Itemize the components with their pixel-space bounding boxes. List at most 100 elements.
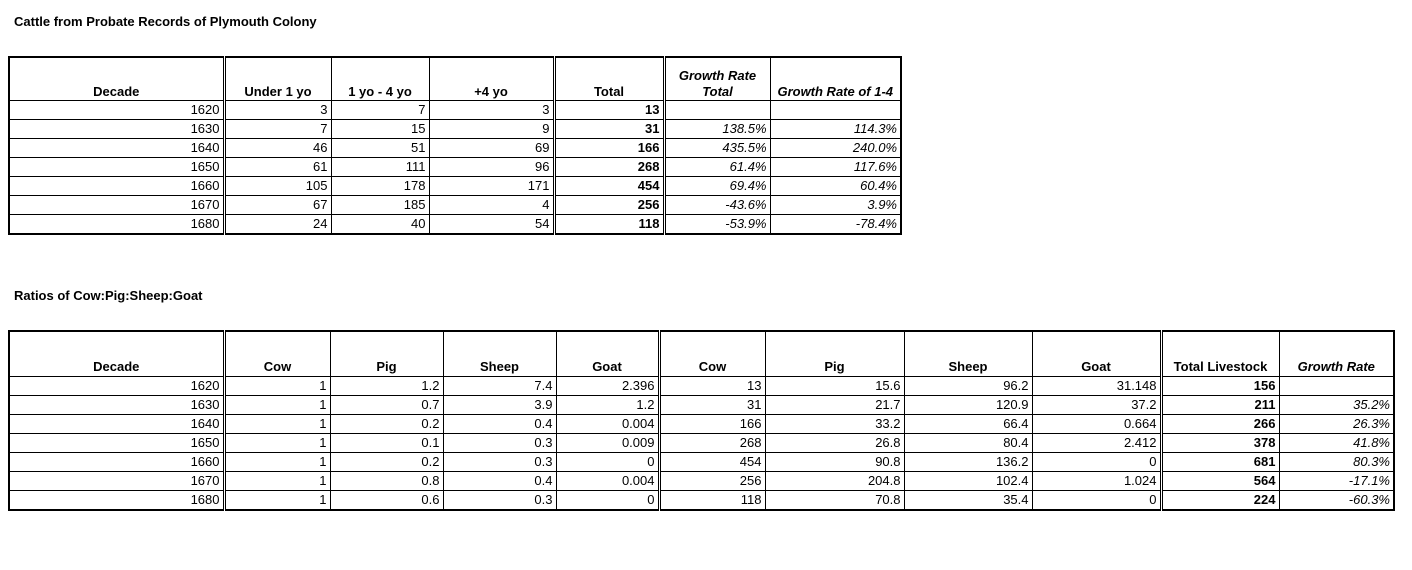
table-cell: 26.8 <box>764 433 905 453</box>
table-cell: 204.8 <box>764 471 905 491</box>
table-cell: 37.2 <box>1031 395 1162 415</box>
table-cell: 1620 <box>8 376 225 396</box>
table-cell: 1 <box>222 433 331 453</box>
table-cell <box>769 100 902 120</box>
table-row: 1640 46 51 69 166 435.5% 240.0% <box>8 138 902 158</box>
table-cell: 0.4 <box>442 414 557 434</box>
table-cell: 454 <box>657 452 766 472</box>
table-cell: 268 <box>552 157 665 177</box>
table-cell: 1 <box>222 414 331 434</box>
table-cell: 118 <box>552 214 665 235</box>
table1-header-row: Decade Under 1 yo 1 yo - 4 yo +4 yo Tota… <box>8 56 902 101</box>
table-cell: 240.0% <box>769 138 902 158</box>
table-cell: 0 <box>555 490 660 511</box>
table-cell: 31 <box>657 395 766 415</box>
table-cell: 0 <box>555 452 660 472</box>
table-row: 1620 3 7 3 13 <box>8 100 902 120</box>
table-cell: 69.4% <box>662 176 771 196</box>
table-cell: 2.396 <box>555 376 660 396</box>
livestock-ratio-table: Decade Cow Pig Sheep Goat Cow Pig Sheep … <box>8 330 1395 511</box>
table-cell: 15 <box>330 119 430 139</box>
table-cell: 2.412 <box>1031 433 1162 453</box>
table-cell: 102.4 <box>903 471 1033 491</box>
table-cell: 178 <box>330 176 430 196</box>
table-cell: 114.3% <box>769 119 902 139</box>
table-cell: 7.4 <box>442 376 557 396</box>
table2-header-growth-rate: Growth Rate <box>1278 330 1395 377</box>
table-cell: 1 <box>222 490 331 511</box>
table-cell: 0.664 <box>1031 414 1162 434</box>
table-cell: 564 <box>1159 471 1280 491</box>
table-cell: 70.8 <box>764 490 905 511</box>
table-cell: 166 <box>552 138 665 158</box>
cattle-table: Decade Under 1 yo 1 yo - 4 yo +4 yo Tota… <box>8 56 902 235</box>
table-row: 1670 1 0.8 0.4 0.004 256 204.8 102.4 1.024 564 -17… <box>8 471 1395 491</box>
table2-header-sheep-ratio: Sheep <box>442 330 557 377</box>
table-cell: 13 <box>657 376 766 396</box>
table-row: 1670 67 185 4 256 -43.6% 3.9% <box>8 195 902 215</box>
table-row: 1640 1 0.2 0.4 0.004 166 33.2 66.4 0.664 266 26.3% <box>8 414 1395 434</box>
table-cell: 1630 <box>8 119 225 139</box>
table-cell: 1650 <box>8 157 225 177</box>
table-cell: 1670 <box>8 195 225 215</box>
table-cell: 35.4 <box>903 490 1033 511</box>
table-cell: 211 <box>1159 395 1280 415</box>
table2-header-decade: Decade <box>8 330 225 377</box>
table-cell: 3 <box>222 100 332 120</box>
table-cell: 1.2 <box>555 395 660 415</box>
table-cell: 156 <box>1159 376 1280 396</box>
table2-header-goat-count: Goat <box>1031 330 1162 377</box>
table-cell: 1 <box>222 471 331 491</box>
table-cell: 35.2% <box>1278 395 1395 415</box>
table2-header-pig-ratio: Pig <box>329 330 444 377</box>
table2-header-cow-ratio: Cow <box>222 330 331 377</box>
table-row: 1660 105 178 171 454 69.4% 60.4% <box>8 176 902 196</box>
table-cell: 256 <box>657 471 766 491</box>
table2-header-sheep-count: Sheep <box>903 330 1033 377</box>
table-cell: 138.5% <box>662 119 771 139</box>
table-cell: 40 <box>330 214 430 235</box>
table-cell: 67 <box>222 195 332 215</box>
table-cell: 1620 <box>8 100 225 120</box>
table-row: 1680 24 40 54 118 -53.9% -78.4% <box>8 214 902 235</box>
table1-header-plus-4: +4 yo <box>428 56 555 101</box>
table-cell: 1 <box>222 395 331 415</box>
table-row: 1660 1 0.2 0.3 0 454 90.8 136.2 0 681 80.3% <box>8 452 1395 472</box>
table-cell: 1670 <box>8 471 225 491</box>
table-cell: 136.2 <box>903 452 1033 472</box>
table-cell: 24 <box>222 214 332 235</box>
table2-header-goat-ratio: Goat <box>555 330 660 377</box>
table-cell: 185 <box>330 195 430 215</box>
table-cell: 61.4% <box>662 157 771 177</box>
table-cell: 1.2 <box>329 376 444 396</box>
table-cell: 166 <box>657 414 766 434</box>
table1-header-under-1: Under 1 yo <box>222 56 332 101</box>
table-cell: 0.3 <box>442 433 557 453</box>
table-cell: 0 <box>1031 452 1162 472</box>
table-cell: 1680 <box>8 214 225 235</box>
table-cell: 90.8 <box>764 452 905 472</box>
table-cell: 268 <box>657 433 766 453</box>
table-cell: 0.6 <box>329 490 444 511</box>
table-cell: 0.004 <box>555 471 660 491</box>
table-cell: 15.6 <box>764 376 905 396</box>
table-cell: 4 <box>428 195 555 215</box>
table-cell: -53.9% <box>662 214 771 235</box>
table-cell: 266 <box>1159 414 1280 434</box>
table-cell: 1640 <box>8 138 225 158</box>
table-cell: 171 <box>428 176 555 196</box>
table1-header-growth-1-4: Growth Rate of 1-4 <box>769 56 902 101</box>
table-cell: 1660 <box>8 176 225 196</box>
table-row: 1680 1 0.6 0.3 0 118 70.8 35.4 0 224 -60.3% <box>8 490 1395 511</box>
table-cell: 681 <box>1159 452 1280 472</box>
table-cell: 117.6% <box>769 157 902 177</box>
table-cell: 41.8% <box>1278 433 1395 453</box>
table-cell: 69 <box>428 138 555 158</box>
table-cell: -17.1% <box>1278 471 1395 491</box>
table-cell <box>1278 376 1395 396</box>
table-cell: 80.3% <box>1278 452 1395 472</box>
table-row: 1620 1 1.2 7.4 2.396 13 15.6 96.2 31.148 156 <box>8 376 1395 396</box>
table-cell: 1640 <box>8 414 225 434</box>
table-cell: -60.3% <box>1278 490 1395 511</box>
table-cell: 21.7 <box>764 395 905 415</box>
